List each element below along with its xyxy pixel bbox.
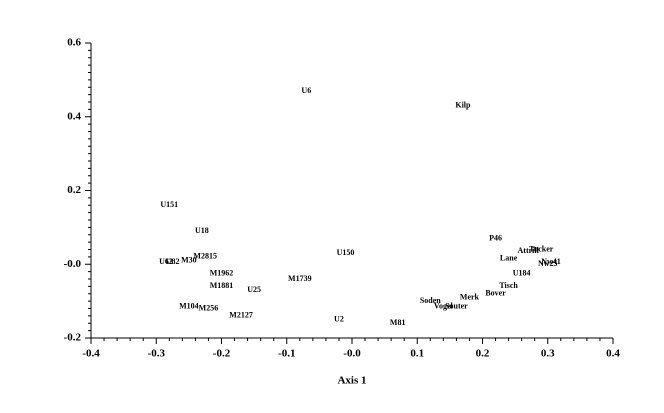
x-tick-label: 0.2 bbox=[476, 348, 490, 360]
point-label: Kilp bbox=[455, 101, 471, 110]
y-tick-label: 0.6 bbox=[67, 37, 81, 49]
point-label: U184 bbox=[513, 268, 531, 277]
x-tick-label: -0.0 bbox=[343, 348, 361, 360]
point-label: Souter bbox=[445, 301, 468, 310]
point-label: Tisch bbox=[499, 281, 518, 290]
point-label: Nw25 bbox=[538, 259, 558, 268]
point-label: M1739 bbox=[288, 274, 312, 283]
point-label: U151 bbox=[160, 200, 178, 209]
point-label: Soden bbox=[420, 296, 441, 305]
x-tick-label: 0.1 bbox=[410, 348, 424, 360]
point-label: Lane bbox=[500, 254, 518, 263]
point-label: Merk bbox=[460, 292, 480, 301]
y-tick-label: 0.2 bbox=[67, 184, 81, 196]
point-label: U2 bbox=[334, 314, 344, 323]
point-label: U25 bbox=[247, 285, 261, 294]
point-label: Vogel bbox=[434, 301, 454, 310]
point-label: U18 bbox=[195, 226, 209, 235]
point-label: Tucker bbox=[529, 244, 554, 253]
point-label: M1962 bbox=[210, 268, 234, 277]
point-label: P46 bbox=[489, 233, 502, 242]
x-tick-label: 0.3 bbox=[541, 348, 555, 360]
x-tick-label: -0.3 bbox=[148, 348, 166, 360]
point-label: M256 bbox=[199, 303, 219, 312]
point-label: U82 bbox=[166, 257, 180, 266]
point-label: M2127 bbox=[229, 311, 253, 320]
x-tick-label: -0.4 bbox=[82, 348, 100, 360]
point-label: M81 bbox=[390, 318, 406, 327]
point-label: U150 bbox=[337, 248, 355, 257]
point-label: Bover bbox=[485, 289, 506, 298]
point-label: U62 bbox=[159, 257, 173, 266]
point-label: Attrill bbox=[518, 246, 540, 255]
x-axis-label: Axis 1 bbox=[337, 375, 366, 387]
y-tick-label: 0.4 bbox=[67, 110, 81, 122]
y-tick-label: -0.2 bbox=[64, 332, 82, 344]
point-label: Nw41 bbox=[541, 257, 561, 266]
point-label: M104 bbox=[179, 301, 199, 310]
point-label: M2815 bbox=[193, 252, 217, 261]
point-label: M30 bbox=[181, 255, 197, 264]
point-label: M1881 bbox=[210, 281, 234, 290]
x-tick-label: -0.2 bbox=[213, 348, 231, 360]
x-tick-label: -0.1 bbox=[278, 348, 295, 360]
point-label: U6 bbox=[301, 86, 311, 95]
x-tick-label: 0.4 bbox=[606, 348, 620, 360]
y-tick-label: -0.0 bbox=[64, 258, 82, 270]
